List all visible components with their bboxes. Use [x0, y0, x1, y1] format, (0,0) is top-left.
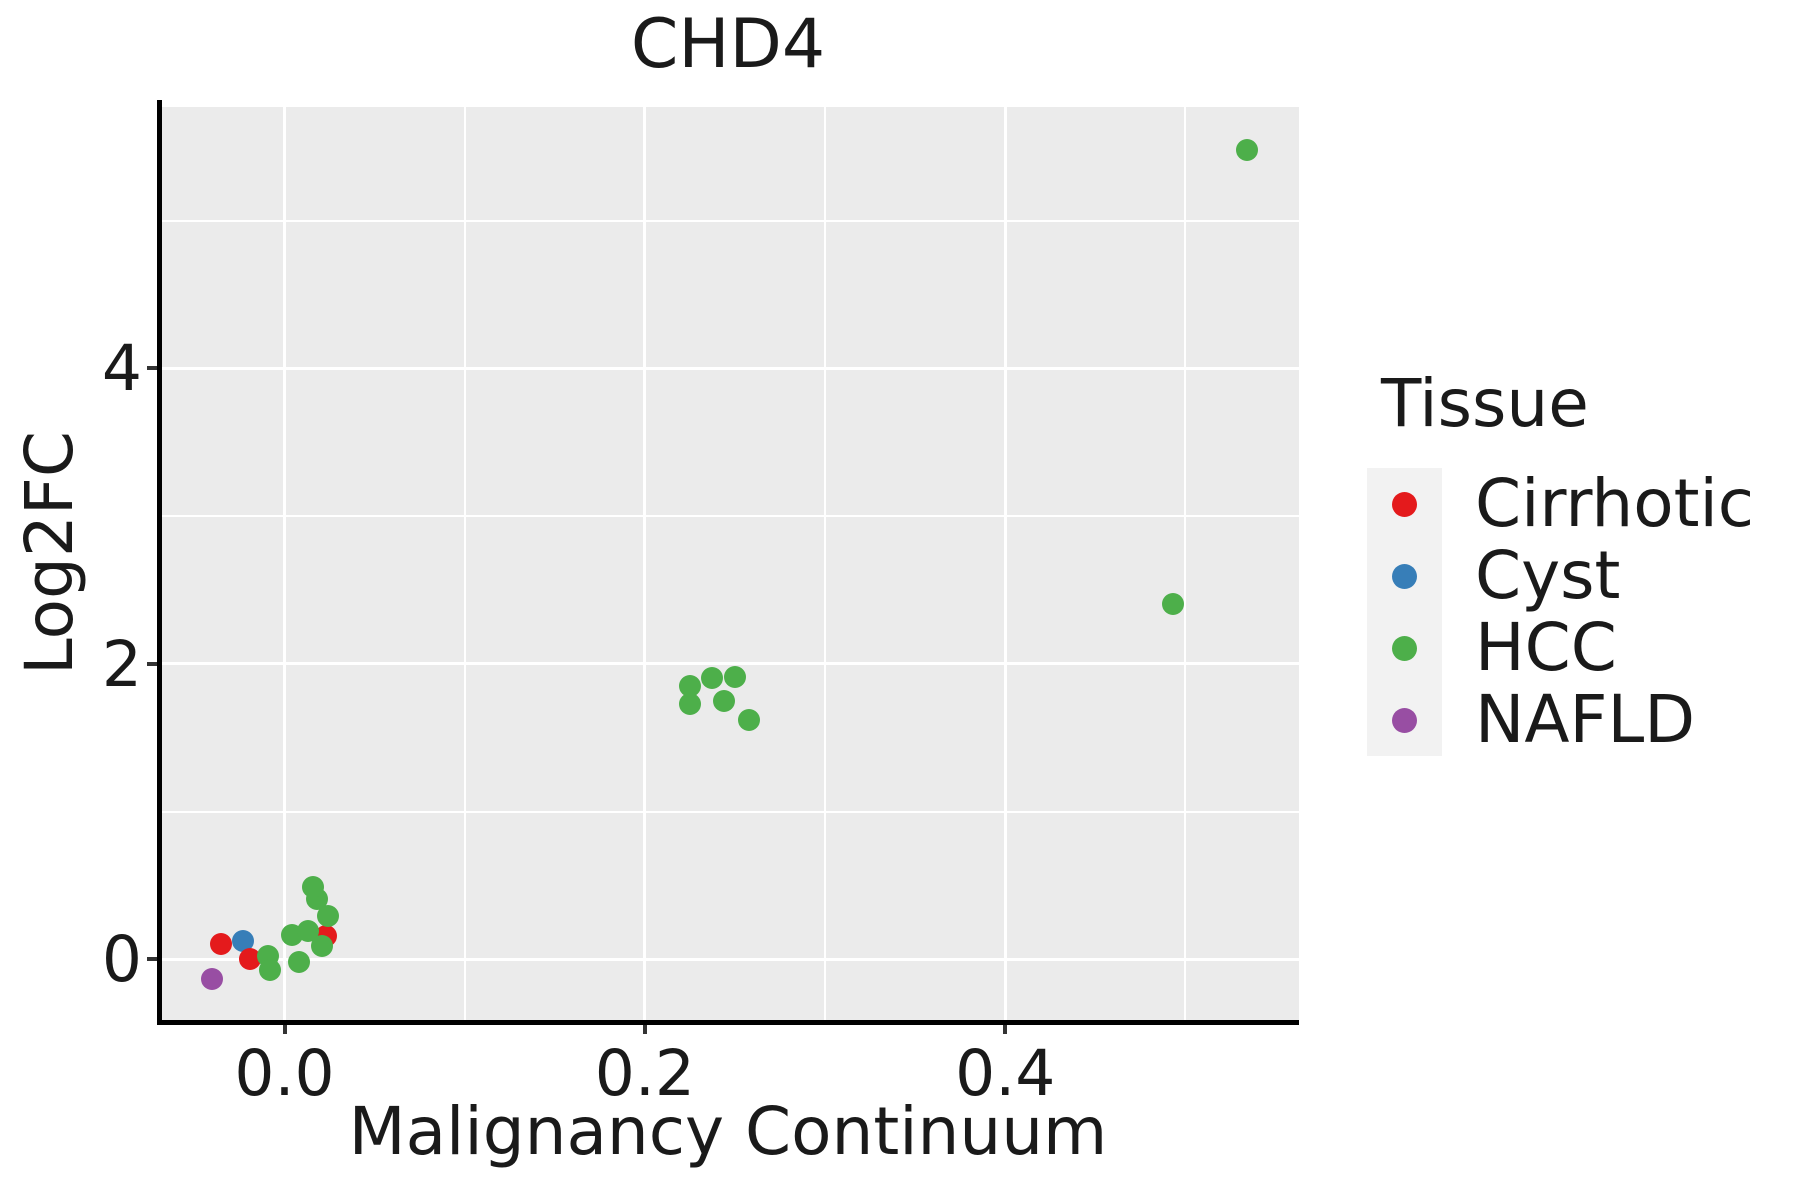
legend-label: NAFLD	[1475, 681, 1696, 758]
data-point-hcc	[713, 690, 736, 713]
y-tick-mark	[147, 366, 157, 371]
y-major-gridline	[162, 366, 1299, 370]
legend-row-nafld: NAFLD	[1367, 684, 1754, 756]
legend-key	[1367, 468, 1442, 540]
legend-label: HCC	[1475, 609, 1617, 686]
legend: Cirrhotic Cyst HCC NAFLD	[1367, 468, 1754, 756]
x-tick-label: 0.0	[234, 1037, 335, 1110]
data-point-hcc	[738, 708, 761, 731]
x-axis-line	[157, 1020, 1299, 1025]
data-point-hcc	[1161, 593, 1184, 616]
data-point-hcc	[1235, 139, 1258, 162]
data-point-hcc	[287, 951, 310, 974]
legend-row-hcc: HCC	[1367, 612, 1754, 684]
data-point-hcc	[700, 667, 723, 690]
y-tick-label: 2	[101, 627, 142, 701]
data-point-hcc	[259, 959, 282, 982]
legend-title: Tissue	[1381, 365, 1589, 442]
data-point-cirrhotic	[210, 933, 233, 956]
data-point-nafld	[201, 968, 224, 991]
legend-label: Cirrhotic	[1475, 465, 1755, 542]
nafld-dot-icon	[1392, 707, 1417, 733]
legend-label: Cyst	[1475, 537, 1621, 614]
x-axis-title: Malignancy Continuum	[348, 1093, 1108, 1170]
data-point-cyst	[232, 930, 255, 953]
legend-key	[1367, 612, 1442, 684]
y-minor-gridline	[162, 219, 1299, 222]
data-point-hcc	[302, 876, 325, 899]
x-minor-gridline	[1184, 107, 1187, 1020]
x-minor-gridline	[824, 107, 827, 1020]
y-major-gridline	[162, 662, 1299, 666]
legend-key	[1367, 684, 1442, 756]
data-point-cirrhotic	[239, 948, 262, 971]
x-major-gridline	[283, 107, 287, 1020]
y-major-gridline	[162, 957, 1299, 961]
data-point-hcc	[678, 693, 701, 716]
cyst-dot-icon	[1392, 563, 1417, 589]
legend-row-cyst: Cyst	[1367, 540, 1754, 612]
y-axis-line	[157, 100, 162, 1025]
cirrhotic-dot-icon	[1392, 491, 1417, 517]
data-point-hcc	[678, 674, 701, 697]
y-tick-label: 4	[101, 332, 142, 406]
x-tick-mark	[642, 1025, 647, 1034]
hcc-dot-icon	[1392, 635, 1417, 661]
x-tick-mark	[1003, 1025, 1008, 1034]
data-point-hcc	[296, 920, 319, 943]
x-tick-label: 0.4	[955, 1037, 1056, 1110]
y-tick-label: 0	[101, 923, 142, 997]
data-point-hcc	[311, 935, 334, 958]
x-tick-mark	[282, 1025, 287, 1034]
plot-panel	[162, 107, 1299, 1020]
legend-row-cirrhotic: Cirrhotic	[1367, 468, 1754, 540]
x-minor-gridline	[463, 107, 466, 1020]
plot-title: CHD4	[630, 5, 826, 84]
y-minor-gridline	[162, 810, 1299, 813]
y-tick-mark	[147, 957, 157, 962]
data-point-hcc	[724, 665, 746, 688]
x-major-gridline	[1003, 107, 1007, 1020]
legend-key	[1367, 540, 1442, 612]
data-point-hcc	[316, 905, 339, 928]
y-tick-mark	[147, 661, 157, 666]
x-major-gridline	[643, 107, 647, 1020]
y-minor-gridline	[162, 515, 1299, 518]
x-tick-label: 0.2	[594, 1037, 695, 1110]
